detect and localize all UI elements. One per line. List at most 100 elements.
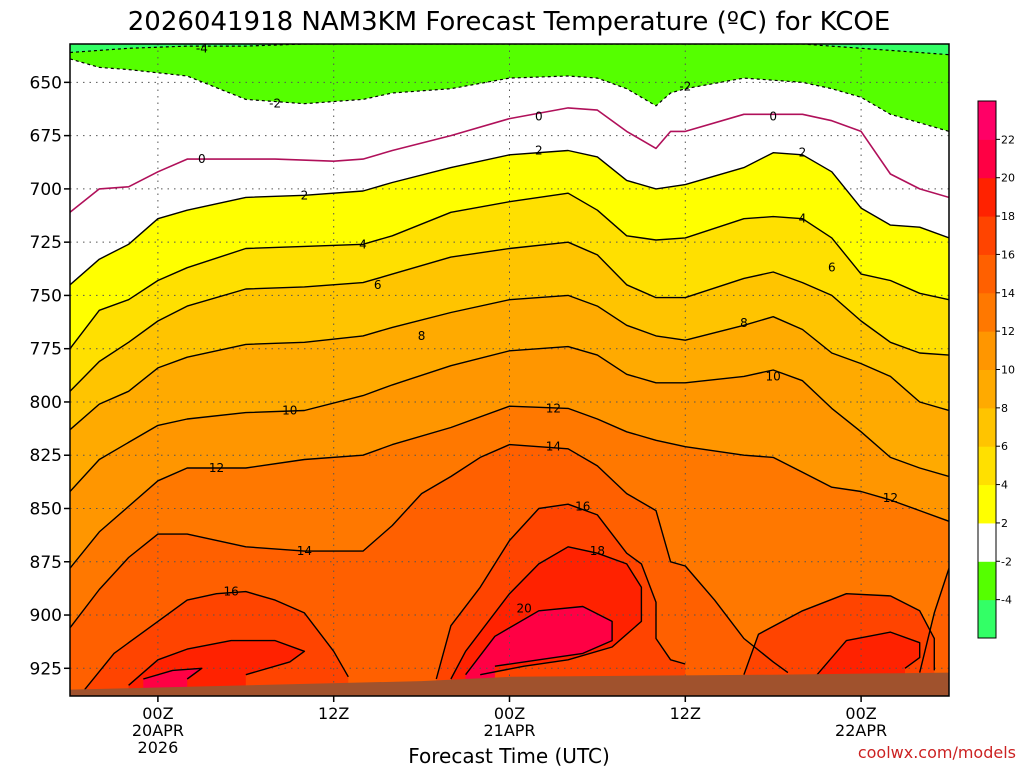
y-tick-label-750: 750 [30, 286, 62, 306]
x-axis-title: Forecast Time (UTC) [408, 744, 610, 768]
colorbar-segment-12 [978, 139, 996, 179]
contour--4-0 [70, 44, 949, 56]
colorbar-label-8: 8 [1001, 402, 1008, 415]
colorbar-label-4: 4 [1001, 479, 1008, 492]
colorbar-segment-5 [978, 407, 996, 447]
colorbar-label--2: -2 [1001, 555, 1012, 568]
colorbar-label-6: 6 [1001, 440, 1008, 453]
colorbar-segment-6 [978, 369, 996, 409]
contour-label-9: 4 [359, 237, 367, 251]
credit-text: coolwx.com/models [858, 743, 1016, 762]
contour-label-3: 0 [198, 152, 206, 166]
colorbar-label-16: 16 [1001, 248, 1015, 261]
contour-label-18: 12 [546, 401, 561, 415]
colorbar-segment-2 [978, 522, 996, 562]
contour-label-14: 8 [740, 316, 748, 330]
y-tick-label-925: 925 [30, 659, 62, 679]
x-tick-label-3-0: 12Z [670, 704, 701, 723]
x-tick-label-1-0: 12Z [318, 704, 349, 723]
contour-lines [70, 44, 949, 691]
chart-title: 2026041918 NAM3KM Forecast Temperature (… [128, 7, 891, 37]
colorbar-segment-7 [978, 331, 996, 370]
colorbar-segment-13 [978, 101, 996, 140]
colorbar-segment-9 [978, 254, 996, 294]
contour-label-2: -2 [679, 80, 691, 94]
x-tick-label-0-0: 00Z [142, 704, 173, 723]
colorbar-segment-0 [978, 599, 996, 639]
gridlines [70, 44, 949, 696]
contour-label-5: 0 [769, 109, 777, 123]
contour-label-13: 8 [418, 329, 426, 343]
contour-label-16: 10 [766, 369, 781, 383]
contour-label-25: 20 [517, 602, 532, 616]
contour-label-0: -4 [196, 41, 208, 55]
contour-label-7: 2 [535, 144, 543, 158]
y-tick-label-675: 675 [30, 127, 62, 147]
colorbar-segment-4 [978, 446, 996, 486]
contour-16-11 [84, 590, 349, 691]
contour-label-4: 0 [535, 109, 543, 123]
colorbar-label-20: 20 [1001, 172, 1015, 185]
contour-18-15 [450, 546, 643, 680]
y-tick-label-900: 900 [30, 606, 62, 626]
colorbar: -4 -2 2 4 6 8 10 12 14 16 18 20 22 [977, 100, 1015, 639]
y-tick-label-850: 850 [30, 499, 62, 519]
colorbar-label-2: 2 [1001, 517, 1008, 530]
contour-label-11: 6 [374, 278, 382, 292]
x-tick-label-4-1: 22APR [835, 721, 887, 740]
y-tick-label-775: 775 [30, 340, 62, 360]
contour-8-6 [70, 294, 949, 431]
contour-label-21: 14 [546, 440, 561, 454]
colorbar-label-12: 12 [1001, 325, 1015, 338]
colorbar-label--4: -4 [1001, 594, 1012, 607]
contour-label-15: 10 [282, 403, 297, 417]
contour-20-17 [465, 605, 613, 676]
x-tick-label-2-1: 21APR [483, 721, 535, 740]
contour-label-12: 6 [828, 261, 836, 275]
band-warm-20-0 [465, 606, 613, 696]
contour-18-16 [816, 631, 921, 676]
contour-16-13 [743, 593, 935, 675]
contour-label-10: 4 [799, 212, 807, 226]
colorbar-segment-10 [978, 216, 996, 255]
colorbar-segment-3 [978, 484, 996, 524]
plot-area: -4 -2 -2 0 0 0 2 2 2 4 4 6 6 8 8 10 10 12 12 12 14 14 16 16 18 20 [70, 41, 949, 696]
ground-layer [70, 672, 949, 696]
contour-4-4 [70, 192, 949, 350]
contour--2-1 [70, 58, 949, 132]
y-tick-label-875: 875 [30, 553, 62, 573]
colorbar-segment-1 [978, 561, 996, 601]
y-tick-label-800: 800 [30, 393, 62, 413]
contour-14-10 [919, 567, 949, 673]
contour-16-12 [435, 503, 686, 680]
contour-label-24: 18 [590, 544, 605, 558]
contour-18-14 [128, 639, 306, 686]
contour-20-18 [143, 667, 203, 680]
contour-2-3 [70, 149, 949, 286]
contour-14-9 [70, 443, 789, 674]
contour-label-22: 16 [224, 585, 239, 599]
x-tick-label-0-1: 20APR [132, 721, 184, 740]
contour-labels: -4 -2 -2 0 0 0 2 2 2 4 4 6 6 8 8 10 10 12 12 12 14 14 16 16 18 20 [196, 41, 898, 616]
colorbar-label-18: 18 [1001, 210, 1015, 223]
ground-surface [70, 672, 949, 696]
contour-label-23: 16 [575, 499, 590, 513]
x-tick-label-2-0: 00Z [494, 704, 525, 723]
colorbar-label-14: 14 [1001, 287, 1015, 300]
colorbar-segment-11 [978, 177, 996, 217]
contour-label-20: 14 [297, 544, 312, 558]
x-tick-label-4-0: 00Z [845, 704, 876, 723]
x-tick-label-0-2: 2026 [138, 738, 179, 757]
contour-label-6: 2 [301, 188, 309, 202]
colorbar-label-10: 10 [1001, 364, 1015, 377]
contour-label-19: 12 [883, 491, 898, 505]
y-tick-label-725: 725 [30, 233, 62, 253]
colorbar-label-22: 22 [1001, 133, 1015, 146]
y-tick-label-700: 700 [30, 180, 62, 200]
y-tick-label-825: 825 [30, 446, 62, 466]
contour-6-5 [70, 241, 949, 392]
contour-label-1: -2 [269, 97, 281, 111]
contour-10-7 [70, 345, 949, 492]
